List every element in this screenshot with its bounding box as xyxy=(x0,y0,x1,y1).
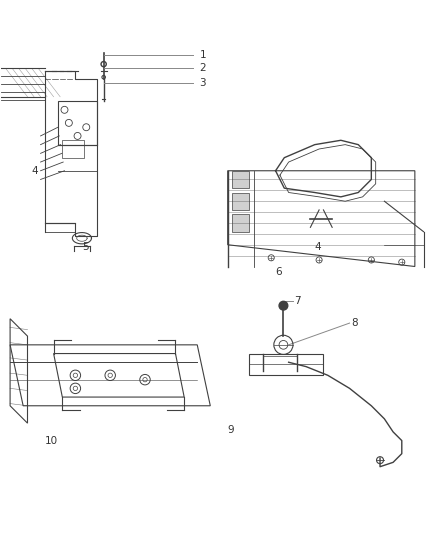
Polygon shape xyxy=(232,171,250,188)
Text: 9: 9 xyxy=(228,425,234,435)
Text: 4: 4 xyxy=(32,166,39,176)
Text: 6: 6 xyxy=(276,266,282,277)
Text: 8: 8 xyxy=(352,318,358,328)
Polygon shape xyxy=(232,214,250,232)
Text: 1: 1 xyxy=(199,51,206,60)
Text: 2: 2 xyxy=(199,63,206,74)
Circle shape xyxy=(279,301,288,310)
Text: 3: 3 xyxy=(199,78,206,88)
Text: 10: 10 xyxy=(45,435,58,446)
Text: 4: 4 xyxy=(315,242,321,252)
Text: 7: 7 xyxy=(294,296,300,306)
Text: 5: 5 xyxy=(82,242,88,252)
Polygon shape xyxy=(232,192,250,210)
